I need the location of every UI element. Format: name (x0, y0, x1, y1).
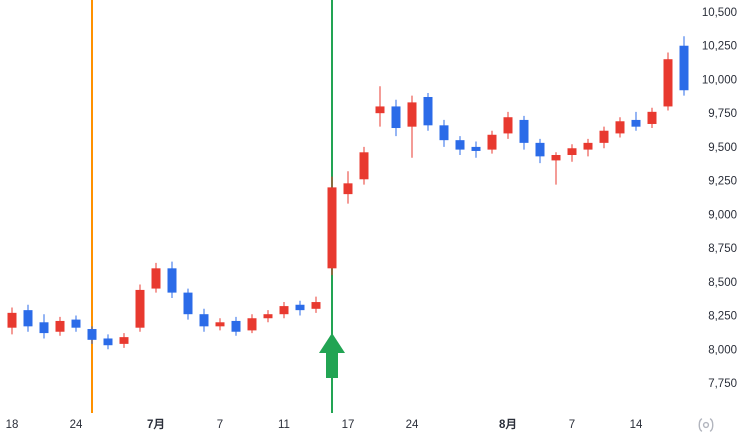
time-tick-label: 17 (342, 419, 355, 431)
time-tick-label: 7月 (147, 418, 165, 431)
candle (247, 314, 257, 334)
price-tick-label: 9,250 (708, 176, 737, 188)
candle (7, 307, 17, 335)
candle (199, 308, 209, 332)
candles (7, 36, 689, 350)
candle (119, 333, 129, 348)
time-axis[interactable]: 18 24 7月 7 11 17 24 8月 7 14 (6, 418, 643, 431)
candle (311, 296, 321, 313)
candle (439, 119, 449, 147)
price-tick-label: 8,250 (708, 311, 737, 323)
time-tick-label: 18 (6, 419, 19, 431)
candle (647, 107, 657, 129)
candle (663, 52, 673, 111)
candle (151, 262, 161, 293)
candle (87, 326, 97, 344)
marker-lines (91, 0, 333, 413)
price-tick-label: 9,500 (708, 142, 737, 154)
time-tick-label: 24 (70, 419, 83, 431)
candle (551, 152, 561, 185)
candle (599, 126, 609, 149)
candle (103, 334, 113, 350)
price-tick-label: 10,250 (702, 41, 737, 53)
candle (407, 95, 417, 158)
buy-signal-arrow (319, 333, 345, 378)
candle (583, 138, 593, 157)
price-tick-label: 8,500 (708, 277, 737, 289)
candle (567, 144, 577, 162)
candle (183, 288, 193, 320)
candle (631, 111, 641, 131)
candle (39, 314, 49, 339)
time-tick-label: 7 (569, 419, 575, 431)
price-tick-label: 7,750 (708, 378, 737, 390)
candle (503, 111, 513, 139)
candle (343, 171, 353, 204)
candle (375, 86, 385, 127)
candle (487, 130, 497, 154)
candle (423, 92, 433, 131)
candle (679, 36, 689, 96)
price-tick-label: 8,750 (708, 243, 737, 255)
candle (359, 146, 369, 185)
time-tick-label: 11 (278, 419, 290, 431)
candle (455, 136, 465, 156)
candle (279, 302, 289, 319)
price-tick-label: 9,750 (708, 108, 737, 120)
up-arrow-icon (319, 333, 345, 378)
time-tick-label: 7 (217, 419, 223, 431)
candle (519, 115, 529, 150)
candle (615, 117, 625, 138)
candle (263, 310, 273, 323)
candle (327, 176, 337, 276)
candle (167, 261, 177, 299)
price-tick-label: 9,000 (708, 209, 737, 221)
time-tick-label: 14 (630, 419, 643, 431)
candle (135, 284, 145, 332)
price-axis[interactable]: 10,500 10,250 10,000 9,750 9,500 9,250 9,000 8,… (702, 7, 737, 390)
candle (231, 316, 241, 336)
candle (71, 315, 81, 332)
candle (55, 316, 65, 336)
price-tick-label: 10,500 (702, 7, 737, 19)
candle (215, 318, 225, 331)
price-tick-label: 8,000 (708, 344, 737, 356)
price-tick-label: 10,000 (702, 74, 737, 86)
time-tick-label: 8月 (499, 418, 517, 431)
candle (23, 304, 33, 332)
chart-watermark-icon[interactable] (696, 417, 716, 433)
time-tick-label: 24 (406, 419, 419, 431)
candle (391, 99, 401, 137)
candle (535, 138, 545, 164)
candle (295, 300, 305, 316)
candle (471, 141, 481, 158)
